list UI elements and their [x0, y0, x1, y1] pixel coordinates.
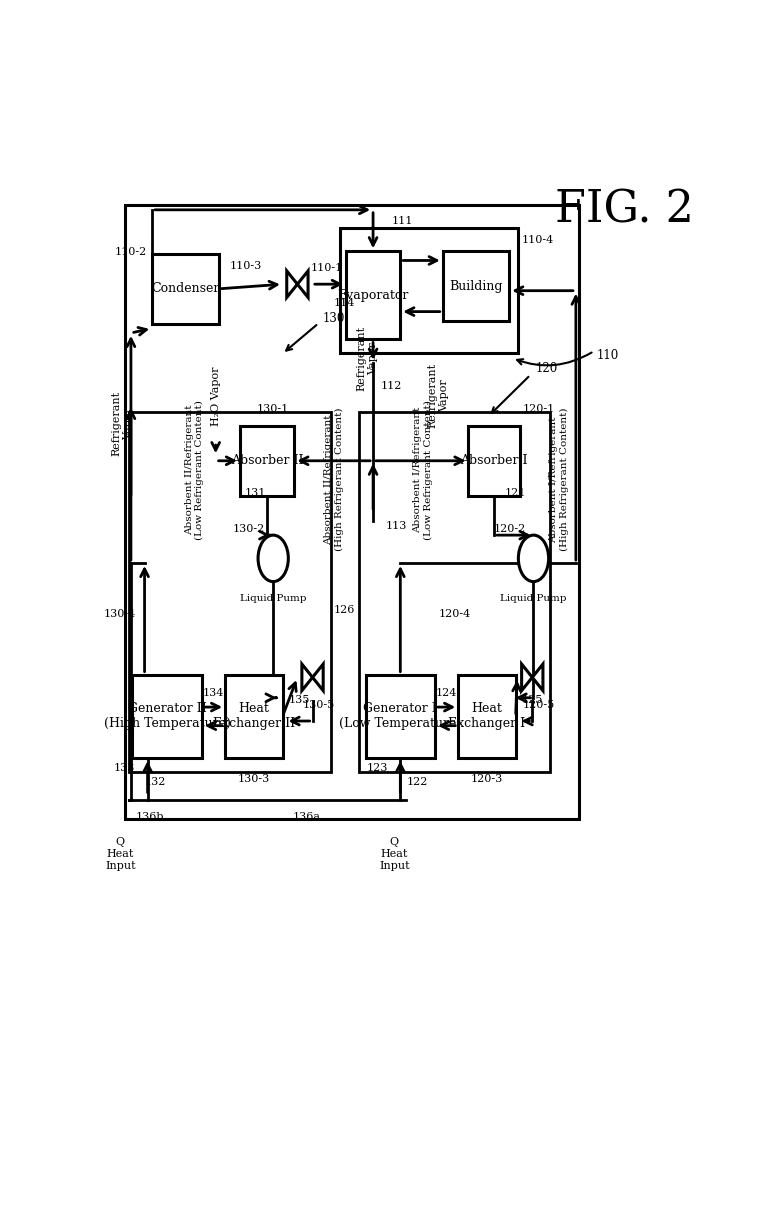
- Text: Condenser: Condenser: [152, 282, 219, 296]
- Text: 130-2: 130-2: [233, 524, 265, 533]
- Text: 120-3: 120-3: [471, 774, 503, 783]
- Text: 125: 125: [522, 695, 543, 705]
- Text: 113: 113: [385, 521, 406, 531]
- Bar: [130, 412, 330, 772]
- Text: 120-1: 120-1: [522, 404, 555, 414]
- Text: 110-3: 110-3: [230, 261, 262, 270]
- Text: 124: 124: [436, 688, 457, 698]
- Polygon shape: [298, 270, 308, 298]
- Text: 136a: 136a: [292, 812, 320, 822]
- Polygon shape: [301, 664, 312, 690]
- Text: 131: 131: [244, 489, 266, 498]
- Text: Liquid Pump: Liquid Pump: [240, 594, 306, 602]
- Text: Absorber II: Absorber II: [231, 454, 303, 467]
- Bar: [152, 253, 219, 323]
- Polygon shape: [312, 664, 323, 690]
- Text: Refrigerant
Vapor: Refrigerant Vapor: [427, 363, 449, 428]
- Text: 126: 126: [333, 605, 355, 614]
- Text: 110-4: 110-4: [522, 235, 554, 245]
- Text: 114: 114: [333, 298, 355, 308]
- Text: 130-1: 130-1: [257, 404, 289, 414]
- Circle shape: [519, 535, 548, 582]
- Bar: [225, 675, 283, 758]
- Text: Q
Heat
Input: Q Heat Input: [379, 838, 409, 870]
- Text: 130-4: 130-4: [103, 610, 135, 619]
- Text: 130: 130: [323, 313, 345, 325]
- Text: 110-2: 110-2: [115, 246, 148, 257]
- Text: Absorbent I/Refrigerant
(High Refrigerant Content): Absorbent I/Refrigerant (High Refrigeran…: [549, 408, 569, 552]
- Text: Absorbent II/Refrigerant
(Low Refrigerant Content): Absorbent II/Refrigerant (Low Refrigeran…: [184, 401, 205, 540]
- Bar: [443, 251, 509, 321]
- Bar: [458, 675, 515, 758]
- Text: H₂O Vapor: H₂O Vapor: [211, 366, 221, 426]
- Text: 120-5: 120-5: [522, 700, 555, 710]
- Bar: [346, 251, 400, 339]
- Text: 134: 134: [203, 688, 224, 698]
- Text: Evaporator: Evaporator: [337, 288, 408, 302]
- Text: 121: 121: [505, 489, 526, 498]
- Polygon shape: [287, 270, 298, 298]
- Text: 120: 120: [535, 362, 558, 375]
- Text: 120-4: 120-4: [438, 610, 470, 619]
- Text: Q
Heat
Input: Q Heat Input: [105, 838, 136, 870]
- Text: 120-2: 120-2: [493, 524, 526, 533]
- Text: FIG. 2: FIG. 2: [555, 188, 694, 232]
- Bar: [469, 426, 520, 496]
- Bar: [125, 205, 579, 818]
- Text: 136b: 136b: [136, 812, 164, 822]
- Bar: [366, 675, 435, 758]
- Text: Generator II
(High Temperature): Generator II (High Temperature): [104, 702, 230, 730]
- Bar: [240, 426, 294, 496]
- Text: 122: 122: [406, 776, 428, 787]
- Text: 111: 111: [391, 216, 413, 226]
- Bar: [340, 228, 519, 354]
- Text: Refrigerant
Vapor: Refrigerant Vapor: [356, 326, 378, 391]
- Bar: [359, 412, 551, 772]
- Circle shape: [258, 535, 288, 582]
- Text: Refrigerant
Vapor: Refrigerant Vapor: [111, 391, 133, 456]
- Text: Absorbent II/Refrigerant
(High Refrigerant Content): Absorbent II/Refrigerant (High Refrigera…: [324, 408, 344, 552]
- Text: Absorbent I/Refrigerant
(Low Refrigerant Content): Absorbent I/Refrigerant (Low Refrigerant…: [413, 401, 433, 540]
- Text: 135: 135: [289, 695, 310, 705]
- Text: Absorber I: Absorber I: [460, 454, 528, 467]
- Text: Heat
Exchanger II: Heat Exchanger II: [212, 702, 295, 730]
- Text: 130-5: 130-5: [302, 700, 335, 710]
- Text: Heat
Exchanger I: Heat Exchanger I: [448, 702, 526, 730]
- Text: 132: 132: [144, 776, 166, 787]
- Text: 130-3: 130-3: [237, 774, 270, 783]
- Text: Building: Building: [449, 280, 503, 292]
- Text: 110: 110: [597, 349, 619, 362]
- Text: 110-1: 110-1: [311, 262, 343, 273]
- Bar: [133, 675, 202, 758]
- Text: 123: 123: [367, 763, 388, 772]
- Text: Generator I
(Low Temperature): Generator I (Low Temperature): [339, 702, 462, 730]
- Text: 133: 133: [114, 763, 135, 772]
- Polygon shape: [532, 664, 543, 690]
- Polygon shape: [522, 664, 532, 690]
- Text: 112: 112: [380, 381, 401, 391]
- Text: Liquid Pump: Liquid Pump: [500, 594, 567, 602]
